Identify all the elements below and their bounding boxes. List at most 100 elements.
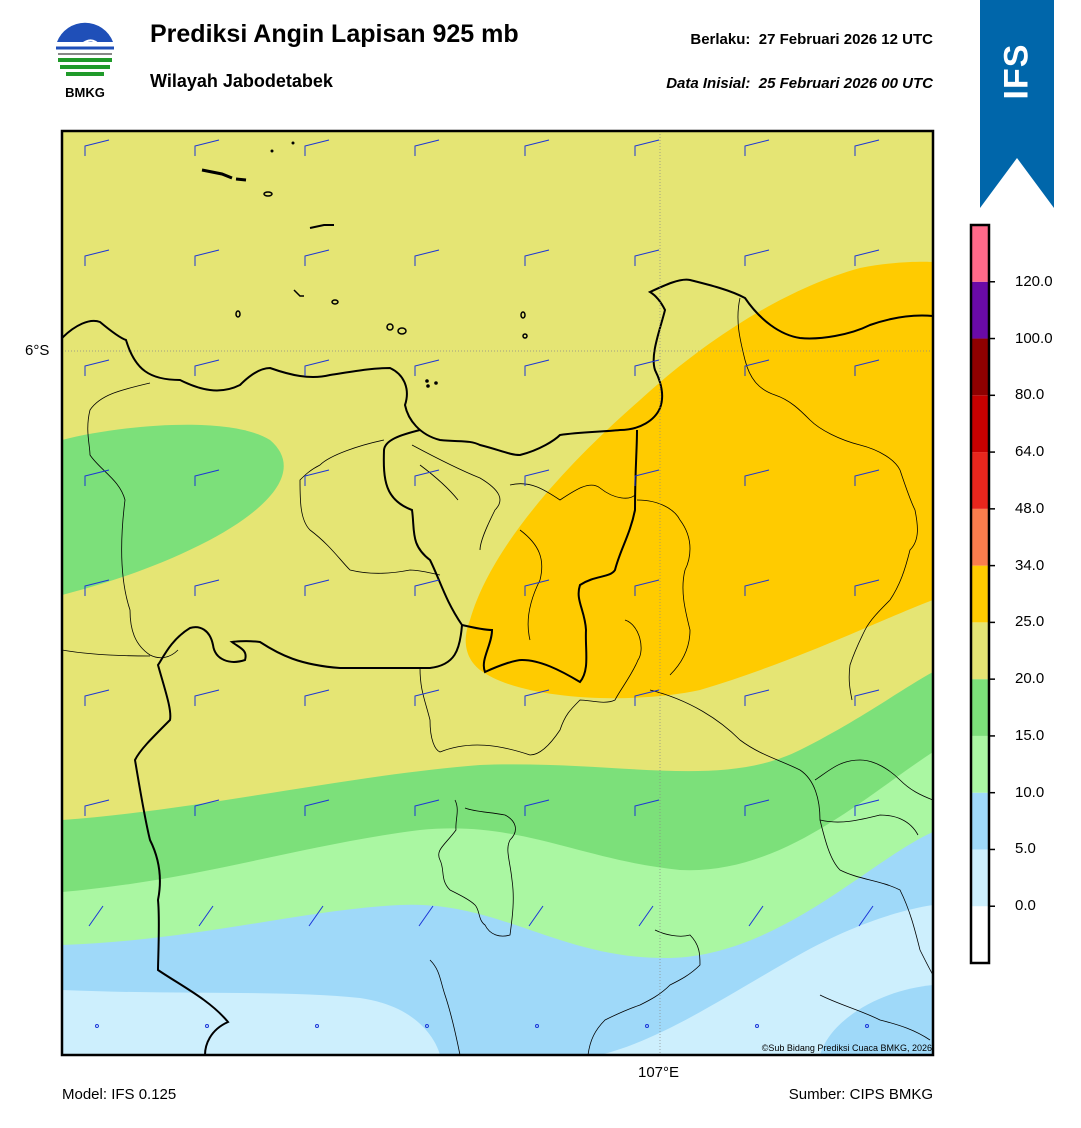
color-bar-segment xyxy=(971,452,989,509)
wind-barb xyxy=(854,249,880,266)
wind-barb xyxy=(744,359,770,376)
valid-label: Berlaku: xyxy=(690,31,751,48)
wind-barb xyxy=(304,139,330,156)
wind-barb xyxy=(198,905,214,927)
copyright-note: ©Sub Bidang Prediksi Cuaca BMKG, 2026 xyxy=(761,1043,932,1053)
model-banner xyxy=(980,0,1054,208)
wind-barb xyxy=(634,469,660,486)
wind-barb xyxy=(205,1024,210,1028)
color-bar-segment xyxy=(971,508,989,566)
color-bar-label: 48.0 xyxy=(1015,499,1045,517)
wind-barb xyxy=(535,1024,540,1028)
wind-barb xyxy=(414,249,440,266)
color-bar-label: 80.0 xyxy=(1015,386,1045,404)
wind-barb xyxy=(744,799,770,816)
wind-barb xyxy=(744,689,770,706)
wind-barb xyxy=(84,249,110,266)
wind-barb xyxy=(865,1024,870,1028)
wind-barb xyxy=(524,799,550,816)
color-bar-label: 100.0 xyxy=(1015,329,1053,347)
wind-barb xyxy=(744,249,770,266)
color-bar-segment xyxy=(971,565,989,623)
latitude-label: 6°S xyxy=(25,342,50,359)
color-bar-label: 64.0 xyxy=(1015,443,1045,461)
color-bar-segment xyxy=(971,679,989,736)
color-bar-label: 0.0 xyxy=(1015,897,1036,915)
wind-barb xyxy=(748,905,764,927)
wind-barb xyxy=(634,689,660,706)
wind-barb xyxy=(854,139,880,156)
color-bar-label: 34.0 xyxy=(1015,556,1045,574)
init-time: Data Inisial: 25 Februari 2026 00 UTC xyxy=(666,75,933,92)
color-bar-segment xyxy=(971,622,989,680)
wind-barbs xyxy=(84,139,880,1028)
wind-barb xyxy=(418,905,434,927)
wind-barb xyxy=(528,905,544,927)
wind-barb xyxy=(634,799,660,816)
wind-speed-fill xyxy=(62,131,933,1055)
color-bar-segment xyxy=(971,395,989,453)
color-bar-segment xyxy=(971,792,989,850)
wind-barb xyxy=(304,689,330,706)
wind-barb xyxy=(854,579,880,596)
wind-barb xyxy=(84,469,110,486)
wind-barb xyxy=(744,469,770,486)
wind-barb xyxy=(304,469,330,486)
district-boundaries xyxy=(62,297,933,1055)
color-bar-label: 25.0 xyxy=(1015,613,1045,631)
wind-barb xyxy=(414,139,440,156)
source-info: Sumber: CIPS BMKG xyxy=(788,1086,933,1103)
wind-barb xyxy=(304,359,330,376)
wind-barb xyxy=(744,139,770,156)
wind-barb xyxy=(744,579,770,596)
wind-barb xyxy=(84,579,110,596)
wind-barb xyxy=(634,249,660,266)
wind-barb xyxy=(88,905,104,927)
wind-barb xyxy=(194,139,220,156)
wind-barb xyxy=(194,689,220,706)
wind-barb xyxy=(524,579,550,596)
wind-barb xyxy=(414,799,440,816)
map-frame xyxy=(60,129,935,1057)
color-bar-label: 5.0 xyxy=(1015,840,1036,858)
wind-barb xyxy=(414,359,440,376)
color-bar-segment xyxy=(971,225,989,282)
wind-barb xyxy=(84,139,110,156)
wind-barb xyxy=(304,579,330,596)
wind-barb xyxy=(524,359,550,376)
wind-barb xyxy=(524,249,550,266)
wind-barb xyxy=(315,1024,320,1028)
wind-barb xyxy=(308,905,324,927)
color-bar xyxy=(969,223,995,965)
wind-barb xyxy=(425,1024,430,1028)
map-subtitle: Wilayah Jabodetabek xyxy=(150,71,333,91)
color-bar-label: 120.0 xyxy=(1015,272,1053,290)
color-bar-segment xyxy=(971,735,989,793)
map-title: Prediksi Angin Lapisan 925 mb xyxy=(150,20,519,48)
wind-barb xyxy=(414,469,440,486)
logo-text: BMKG xyxy=(65,85,105,100)
color-bar-segment xyxy=(971,906,989,963)
wind-barb xyxy=(84,359,110,376)
color-bar-label: 20.0 xyxy=(1015,670,1045,688)
longitude-label: 107°E xyxy=(638,1064,680,1081)
color-bar-segment xyxy=(971,281,989,339)
wind-barb xyxy=(638,905,654,927)
wind-barb xyxy=(194,579,220,596)
wind-barb xyxy=(194,469,220,486)
wind-barb xyxy=(524,139,550,156)
model-info: Model: IFS 0.125 xyxy=(62,1086,177,1103)
color-bar-frame xyxy=(969,223,991,965)
wind-barb xyxy=(304,799,330,816)
wind-barb xyxy=(194,799,220,816)
color-bar-segment xyxy=(971,338,989,396)
bmkg-logo xyxy=(55,22,115,82)
wind-barb xyxy=(755,1024,760,1028)
init-value: 25 Februari 2026 00 UTC xyxy=(758,75,933,92)
wind-barb xyxy=(645,1024,650,1028)
wind-barb xyxy=(634,579,660,596)
wind-barb xyxy=(634,139,660,156)
wind-barb xyxy=(84,689,110,706)
color-bar-label: 10.0 xyxy=(1015,783,1045,801)
